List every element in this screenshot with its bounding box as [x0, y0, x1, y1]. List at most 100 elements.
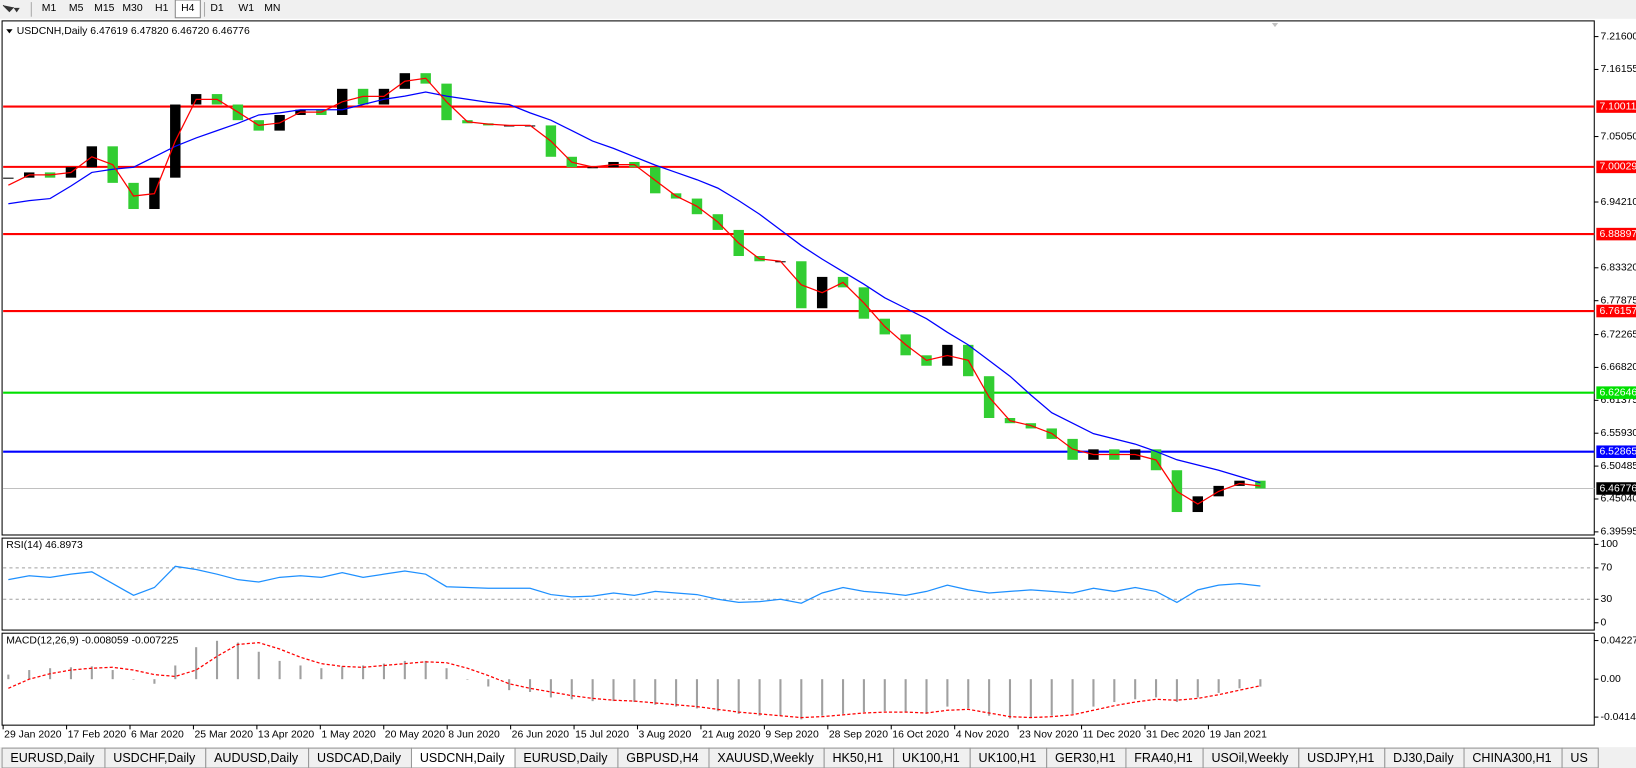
macd-bar	[508, 679, 511, 691]
x-tick-label: 6 Mar 2020	[131, 729, 184, 740]
macd-bar	[570, 679, 573, 700]
candle-body	[1255, 480, 1266, 489]
macd-bar	[654, 679, 657, 705]
tab[interactable]: USOil,Weekly	[1202, 747, 1300, 768]
tab[interactable]: AUDUSD,Daily	[205, 747, 310, 768]
macd-bar	[69, 667, 72, 680]
y-tick-label: 0	[1601, 618, 1607, 629]
period-button[interactable]: H1	[155, 3, 169, 14]
x-tick-label: 3 Aug 2020	[639, 729, 692, 740]
level-label: 6.62646	[1599, 387, 1636, 398]
macd-bar	[7, 674, 10, 680]
macd-bar	[445, 668, 448, 680]
macd-bar	[132, 679, 135, 680]
level-label-box	[1596, 482, 1636, 495]
header-arrow	[6, 29, 13, 34]
rsi-header: RSI(14) 46.8973	[6, 540, 83, 551]
tab-label: GBPUSD,H4	[626, 751, 698, 765]
tab[interactable]: UK100,H1	[969, 747, 1048, 768]
period-button[interactable]: H4	[181, 3, 195, 14]
tab[interactable]: HK50,H1	[823, 747, 895, 768]
y-tick-label: 6.66820	[1601, 362, 1636, 373]
period-button[interactable]: M30	[122, 3, 142, 14]
x-tick-label: 11 Dec 2020	[1083, 729, 1142, 740]
level-label: 6.88897	[1599, 229, 1636, 240]
period-button[interactable]: D1	[210, 3, 224, 14]
tab-label: XAUUSD,Weekly	[717, 751, 814, 765]
tab-label: USDJPY,H1	[1307, 751, 1374, 765]
macd-bar	[215, 640, 219, 680]
ma-slow	[8, 91, 1261, 484]
chart-header: USDCNH,Daily 6.47619 6.47820 6.46720 6.4…	[17, 26, 250, 37]
period-button[interactable]: M1	[42, 3, 57, 14]
y-tick-label: 7.21600	[1601, 31, 1636, 42]
level-label: 7.00029	[1599, 162, 1636, 173]
x-tick-label: 19 Jan 2021	[1209, 729, 1267, 740]
tab[interactable]: FRA40,H1	[1125, 747, 1204, 768]
y-tick-label: 6.45040	[1601, 494, 1636, 505]
y-tick-label: 70	[1601, 563, 1613, 574]
macd-bar	[821, 679, 824, 716]
x-tick-label: 29 Jan 2020	[4, 729, 62, 740]
y-tick-label: 30	[1601, 594, 1613, 605]
tab[interactable]: UK100,H1	[893, 747, 971, 768]
macd-bar	[779, 679, 782, 716]
y-tick-label: 0.042275	[1601, 635, 1636, 646]
level-label-box	[1596, 445, 1636, 458]
tab[interactable]: XAUUSD,Weekly	[708, 747, 825, 768]
macd-bar	[28, 670, 31, 680]
tab[interactable]: GBPUSD,H4	[617, 747, 710, 768]
macd-bar	[1259, 679, 1262, 687]
tab[interactable]: DJ30,Daily	[1384, 747, 1465, 768]
tab[interactable]: EURUSD,Daily	[1, 747, 106, 768]
candle-body	[3, 177, 14, 179]
period-button[interactable]: W1	[238, 3, 254, 14]
tab-label: EURUSD,Daily	[523, 751, 608, 765]
x-tick-label: 17 Feb 2020	[68, 729, 127, 740]
period-button[interactable]: MN	[264, 3, 280, 14]
macd-bar	[1071, 679, 1074, 714]
macd-bar	[1029, 679, 1032, 718]
period-active	[174, 0, 201, 19]
x-tick-label: 15 Jul 2020	[575, 729, 629, 740]
tab[interactable]: USDCNH,Daily	[410, 747, 516, 768]
tab-label: USDCAD,Daily	[317, 751, 402, 765]
macd-bar	[153, 679, 156, 684]
macd-bar	[988, 679, 991, 716]
tab-label: UK100,H1	[979, 751, 1037, 765]
tab-label: GER30,H1	[1055, 751, 1116, 765]
tab[interactable]: CHINA300,H1	[1463, 747, 1563, 768]
tab[interactable]: US	[1561, 747, 1599, 768]
x-tick-label: 8 Jun 2020	[448, 729, 500, 740]
level-label: 6.46776	[1599, 483, 1636, 494]
x-tick-label: 23 Nov 2020	[1019, 729, 1078, 740]
tab[interactable]: GER30,H1	[1046, 747, 1127, 768]
macd-bar	[549, 679, 552, 698]
macd-bar	[1196, 679, 1199, 698]
period-button[interactable]: M5	[69, 3, 84, 14]
toolbar-icon[interactable]	[2, 4, 20, 13]
tab[interactable]: USDJPY,H1	[1298, 747, 1386, 768]
level-label: 6.52865	[1599, 446, 1636, 457]
tab-box	[1561, 747, 1599, 768]
tab[interactable]: EURUSD,Daily	[514, 747, 619, 768]
y-tick-label: 100	[1601, 539, 1619, 550]
y-tick-label: 6.94210	[1601, 197, 1636, 208]
macd-bar	[1238, 679, 1241, 689]
tab-label: USDCHF,Daily	[113, 751, 196, 765]
level-label-box	[1596, 304, 1636, 318]
y-tick-label: 6.72265	[1601, 329, 1636, 340]
y-tick-label: 6.55930	[1601, 428, 1636, 439]
period-button[interactable]: M15	[94, 3, 114, 14]
candle-body	[587, 167, 598, 169]
shift-marker	[1271, 22, 1279, 28]
tab[interactable]: USDCAD,Daily	[308, 747, 413, 768]
level-label: 7.10011	[1599, 101, 1636, 112]
tab[interactable]: USDCHF,Daily	[104, 747, 207, 768]
tab-label: HK50,H1	[833, 751, 884, 765]
main-panel	[1, 20, 1595, 536]
x-tick-label: 16 Oct 2020	[892, 729, 949, 740]
